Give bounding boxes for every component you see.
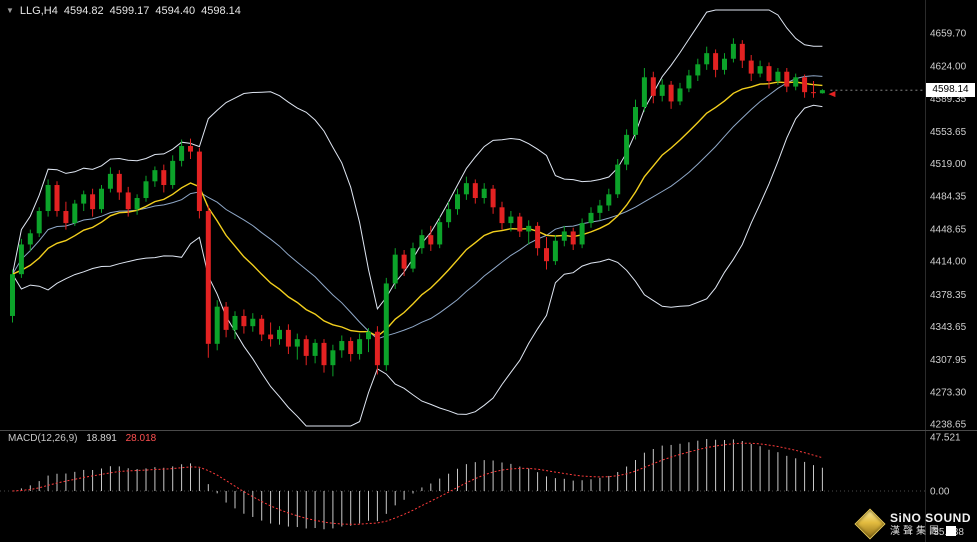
price-axis-label: 4484.35: [930, 191, 967, 202]
price-axis-label: 4307.95: [930, 355, 967, 366]
macd-title: MACD(12,26,9): [8, 433, 78, 444]
price-axis-label: 4519.00: [930, 159, 967, 170]
price-axis-label: 4273.30: [930, 387, 967, 398]
price-axis-label: 4659.70: [930, 29, 967, 40]
main-chart-layer: [10, 9, 825, 427]
last-price-arrow-icon: [828, 91, 836, 98]
brand-logo: SiNO SOUND 漢聲集團: [854, 508, 971, 540]
current-price-box: 4598.14: [926, 83, 975, 98]
price-axis-label: 4624.00: [930, 62, 967, 73]
ohlc-high: 4599.17: [109, 5, 150, 17]
price-axis-label: 4378.35: [930, 290, 967, 301]
logo-diamond-icon: [854, 508, 886, 540]
panel-separator[interactable]: [0, 430, 977, 431]
symbol-timeframe: LLG,H4: [19, 5, 58, 17]
macd-axis-label: 47.521: [930, 433, 961, 444]
price-axis-label: 4238.65: [930, 420, 967, 431]
logo-subtitle: 漢聲集團: [889, 525, 942, 537]
price-axis-label: 4448.65: [930, 224, 967, 235]
macd-axis-label: 0.00: [930, 487, 950, 498]
macd-main-value: 18.891: [86, 433, 117, 444]
price-axis-label: 4553.65: [930, 127, 967, 138]
ohlc-readout: ▼ LLG,H4 4594.82 4599.17 4594.40 4598.14: [6, 5, 241, 17]
price-axis-label: 4589.35: [930, 94, 967, 105]
price-axis-label: 4343.65: [930, 322, 967, 333]
macd-signal-value: 28.018: [125, 433, 157, 444]
macd-layer: [0, 439, 925, 530]
logo-seal: [945, 526, 956, 537]
axis-divider: [925, 0, 926, 542]
symbol-marker-icon: ▼: [6, 6, 14, 15]
ohlc-low: 4594.40: [155, 5, 196, 17]
axis-labels-layer: 4659.70 4624.00 4589.35 4553.65 4519.00 4484.…: [930, 29, 967, 539]
ohlc-open: 4594.82: [63, 5, 104, 17]
ohlc-close: 4598.14: [201, 5, 241, 17]
price-axis-label: 4414.00: [930, 257, 967, 268]
logo-title: SiNO SOUND: [889, 510, 971, 525]
macd-indicator-label: MACD(12,26,9) 18.891 28.018: [8, 433, 156, 444]
